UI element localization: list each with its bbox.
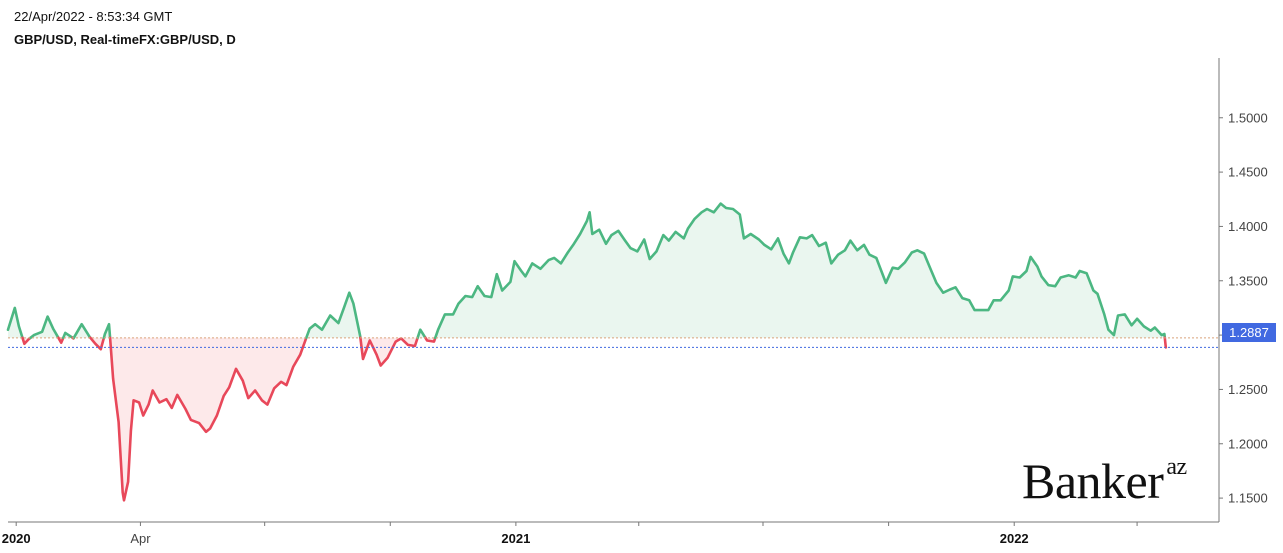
y-tick-label: 1.3500	[1228, 273, 1268, 288]
down-area-9	[110, 337, 307, 501]
down-line-7	[89, 336, 106, 351]
y-tick-label: 1.1500	[1228, 491, 1268, 506]
up-area-14	[435, 203, 1165, 338]
up-line-10	[304, 291, 362, 340]
x-tick-label: 2020	[2, 531, 31, 546]
down-area-11	[360, 337, 418, 366]
y-tick-label: 1.4000	[1228, 219, 1268, 234]
watermark-suffix: az	[1166, 454, 1187, 481]
y-tick-label: 1.2500	[1228, 382, 1268, 397]
timestamp: 22/Apr/2022 - 8:53:34 GMT	[14, 9, 173, 24]
watermark-brand: Banker	[1022, 453, 1164, 509]
y-tick-label: 1.2000	[1228, 436, 1268, 451]
up-line-14	[433, 202, 1167, 340]
up-line-0	[6, 306, 24, 340]
down-line-13	[424, 336, 437, 343]
x-tick-label: 2021	[501, 531, 530, 546]
up-line-12	[416, 328, 427, 340]
last-price-badge: 1.2887	[1222, 323, 1276, 342]
up-area-10	[306, 292, 361, 338]
symbol-title: GBP/USD, Real-timeFX:GBP/USD, D	[14, 32, 236, 47]
down-line-3	[57, 336, 65, 345]
down-line-15	[1163, 336, 1168, 349]
up-area-6	[73, 324, 91, 338]
x-tick-label: 2022	[1000, 531, 1029, 546]
x-tick-label: Apr	[130, 531, 151, 546]
up-line-8	[102, 322, 112, 340]
up-line-2	[29, 315, 60, 340]
y-tick-label: 1.5000	[1228, 110, 1268, 125]
down-line-11	[359, 336, 419, 367]
banker-az-watermark: Banker az	[1022, 452, 1187, 510]
down-line-9	[108, 336, 308, 502]
y-tick-label: 1.4500	[1228, 165, 1268, 180]
up-line-4	[61, 331, 74, 340]
